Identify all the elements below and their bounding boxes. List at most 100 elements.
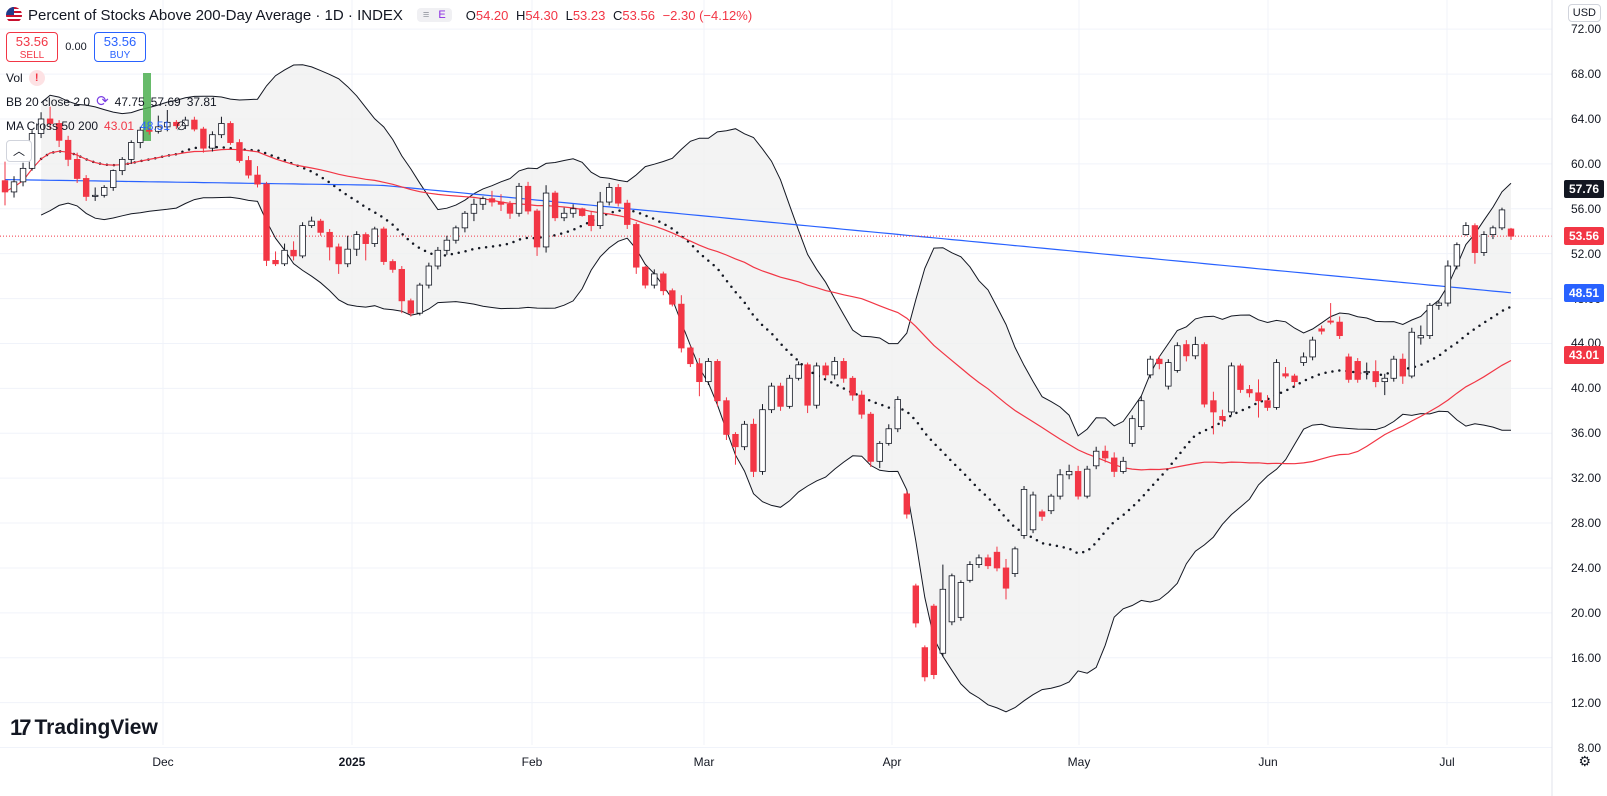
candle[interactable] (921, 645, 929, 682)
candle[interactable] (1498, 207, 1506, 231)
candle[interactable] (1345, 353, 1352, 383)
candle[interactable] (966, 561, 974, 583)
candle[interactable] (515, 182, 523, 217)
candle[interactable] (705, 358, 712, 385)
candle[interactable] (615, 184, 622, 207)
candle[interactable] (1471, 223, 1479, 264)
candle[interactable] (380, 226, 387, 265)
candle[interactable] (281, 243, 288, 267)
warning-icon[interactable]: ! (28, 70, 45, 86)
candle[interactable] (786, 374, 793, 409)
candle[interactable] (1372, 360, 1379, 388)
candle[interactable] (146, 127, 153, 135)
candle[interactable] (137, 126, 144, 149)
candle[interactable] (885, 424, 892, 446)
candle[interactable] (1065, 464, 1073, 480)
candle[interactable] (1165, 359, 1172, 390)
indicator-bb[interactable]: BB 20 close 2 0 ⟳ 47.75 57.69 37.81 (6, 90, 756, 114)
candle[interactable] (452, 225, 460, 244)
candle[interactable] (1336, 316, 1343, 339)
candle[interactable] (768, 382, 775, 414)
candle[interactable] (101, 185, 108, 198)
candle[interactable] (1453, 242, 1461, 270)
candle[interactable] (1444, 260, 1452, 307)
candle[interactable] (1129, 415, 1136, 447)
candle[interactable] (470, 198, 478, 222)
candle[interactable] (443, 235, 451, 255)
candle[interactable] (488, 190, 496, 207)
candle[interactable] (82, 175, 90, 201)
candle[interactable] (957, 580, 965, 621)
candle[interactable] (1147, 355, 1154, 379)
candle[interactable] (596, 191, 604, 229)
tradingview-logo[interactable]: 17 TradingView (10, 715, 158, 741)
candle[interactable] (1, 161, 9, 206)
candle[interactable] (389, 259, 396, 273)
candle[interactable] (371, 226, 378, 247)
candle[interactable] (1192, 336, 1199, 360)
currency-button[interactable]: USD (1567, 4, 1601, 22)
candle[interactable] (1002, 558, 1010, 600)
candle[interactable] (164, 110, 171, 132)
candle[interactable] (1174, 342, 1181, 373)
candle[interactable] (642, 266, 649, 289)
candle[interactable] (461, 211, 469, 233)
candle[interactable] (407, 298, 415, 317)
candle[interactable] (416, 282, 424, 316)
candle[interactable] (1435, 300, 1443, 310)
candle[interactable] (1291, 373, 1298, 387)
candle[interactable] (804, 362, 811, 414)
candle[interactable] (1092, 446, 1100, 470)
candle[interactable] (858, 390, 865, 419)
candle[interactable] (1318, 325, 1325, 335)
candle[interactable] (912, 583, 920, 628)
candle[interactable] (1111, 452, 1118, 478)
indicator-ma-cross[interactable]: MA Cross 50 200 43.01 48.51 ∅ (6, 114, 756, 138)
candle[interactable] (299, 222, 306, 259)
candle[interactable] (1201, 342, 1208, 408)
candle[interactable] (876, 441, 883, 469)
candle[interactable] (1083, 465, 1091, 499)
candle[interactable] (1056, 469, 1064, 500)
candle[interactable] (1300, 352, 1307, 366)
candle[interactable] (1120, 456, 1127, 474)
candle[interactable] (696, 358, 703, 397)
candle[interactable] (795, 361, 802, 381)
candle[interactable] (308, 216, 315, 228)
candle[interactable] (91, 187, 99, 201)
candle[interactable] (849, 376, 856, 401)
candle[interactable] (687, 345, 694, 368)
candle[interactable] (425, 262, 433, 289)
candle[interactable] (55, 120, 63, 148)
candle[interactable] (831, 356, 838, 380)
candle[interactable] (1074, 465, 1082, 500)
candle[interactable] (560, 207, 568, 222)
candle[interactable] (1489, 225, 1497, 240)
candle[interactable] (1237, 363, 1244, 393)
candle[interactable] (1138, 396, 1145, 430)
candle[interactable] (551, 190, 559, 222)
candle[interactable] (939, 564, 947, 657)
candle[interactable] (497, 194, 505, 212)
candle[interactable] (606, 182, 613, 206)
candle[interactable] (1273, 359, 1280, 410)
candle[interactable] (840, 358, 847, 383)
candle[interactable] (227, 121, 234, 145)
candle[interactable] (1327, 303, 1334, 325)
candle[interactable] (128, 140, 135, 164)
candle[interactable] (578, 207, 586, 217)
candle[interactable] (1210, 391, 1217, 435)
buy-button[interactable]: 53.56 BUY (94, 32, 146, 62)
candle[interactable] (254, 166, 261, 188)
candle[interactable] (1011, 546, 1019, 577)
candle[interactable] (46, 106, 54, 130)
candle[interactable] (37, 112, 45, 139)
candle[interactable] (723, 397, 730, 440)
candle[interactable] (263, 181, 270, 267)
candle[interactable] (64, 135, 72, 167)
candle[interactable] (1219, 409, 1226, 427)
candle[interactable] (1020, 486, 1028, 539)
candle[interactable] (669, 288, 676, 307)
collapse-legend-button[interactable]: ︿ (6, 140, 32, 162)
